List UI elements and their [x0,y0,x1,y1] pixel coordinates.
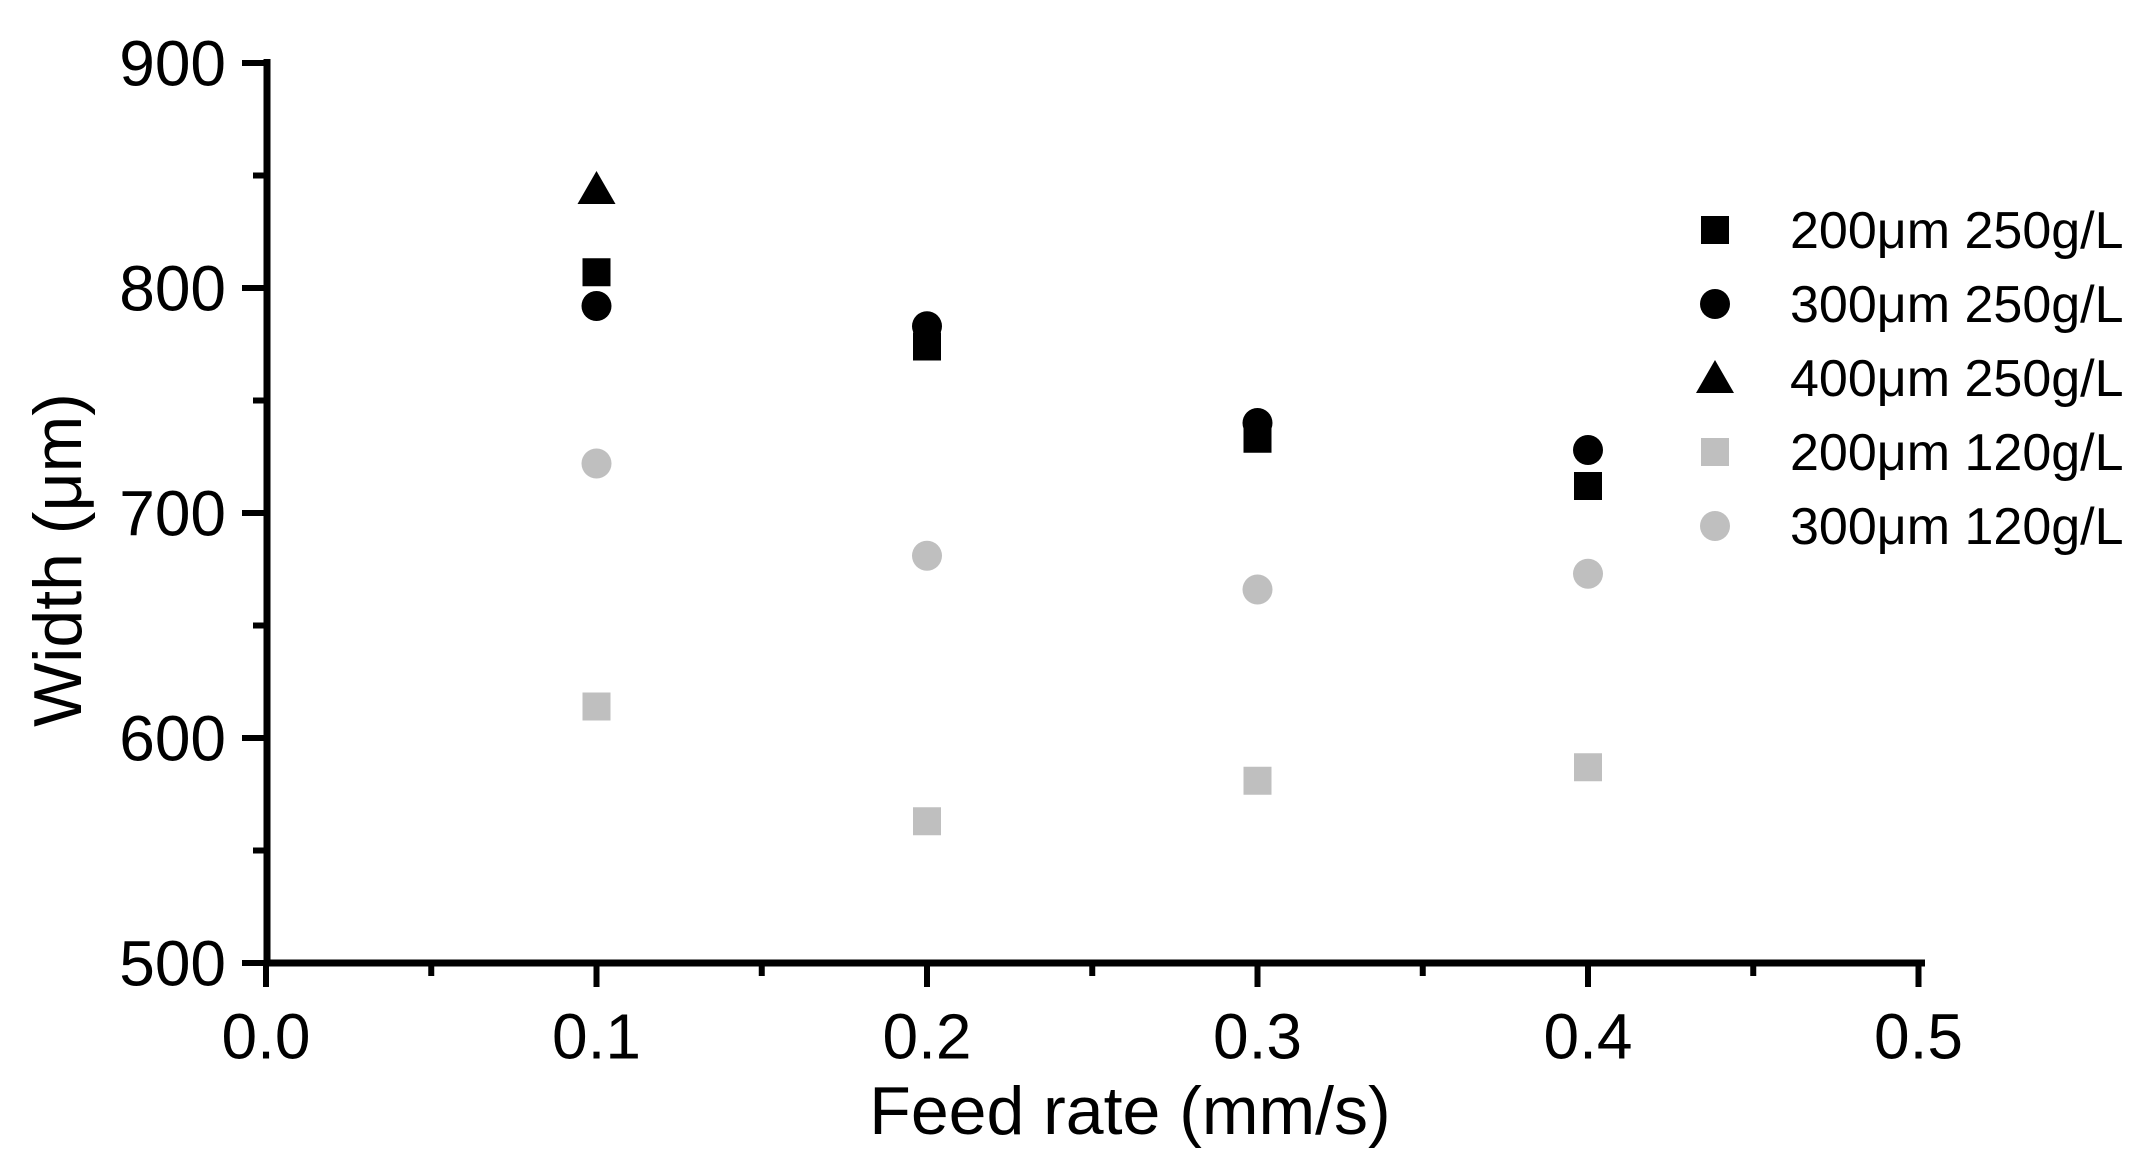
y-axis-tick-label: 700 [119,477,226,549]
data-point-marker [912,540,942,571]
x-axis-tick-label: 0.1 [552,1000,641,1072]
data-point-marker [582,692,611,721]
data-point-marker [581,291,612,321]
legend: 200μm 250g/L 300μm 250g/L 400μm 250g/L 200μ… [1696,202,2124,556]
data-point-marker [913,807,941,836]
legend-entry-label: 300μm 250g/L [1790,276,2124,334]
data-point-marker [1573,558,1603,589]
data-point-marker [1242,574,1273,605]
legend-entry: 400μm 250g/L [1696,350,2124,408]
legend-circle-marker-icon [1700,511,1730,541]
legend-circle-marker-icon [1700,289,1730,319]
series-triangle-black [577,171,616,204]
axis-ticks [242,60,1922,987]
data-point-marker [581,448,612,479]
x-axis-tick-label: 0.4 [1544,1000,1633,1072]
y-axis-tick-label: 800 [119,252,226,324]
series-circle-gray [581,448,1603,605]
y-axis-tick-label: 600 [119,702,226,774]
legend-entry-label: 400μm 250g/L [1790,350,2124,408]
legend-entry: 200μm 250g/L [1701,202,2124,260]
legend-entry-label: 300μm 120g/L [1790,498,2124,556]
x-axis-title: Feed rate (mm/s) [869,1073,1390,1149]
data-point-marker [1243,766,1272,795]
y-axis-tick-label: 900 [119,27,226,99]
legend-entry: 300μm 120g/L [1700,498,2124,556]
data-points [577,171,1603,836]
data-point-marker [1242,408,1273,438]
series-square-black [582,258,1602,500]
data-point-marker [582,258,611,287]
x-axis-tick-label: 0.0 [222,1000,311,1072]
series-square-gray [582,692,1602,836]
x-axis-tick-label: 0.3 [1213,1000,1302,1072]
series-circle-black [581,291,1603,465]
axis-tick-labels: 0.0 0.1 0.2 0.3 0.4 0.5 500 600 700 800 900 [119,27,1963,1072]
legend-square-marker-icon [1701,438,1729,466]
data-point-marker [1573,435,1603,465]
data-point-marker [1574,472,1602,500]
data-point-marker [577,171,616,204]
legend-square-marker-icon [1701,216,1729,244]
legend-entry: 300μm 250g/L [1700,276,2124,334]
x-axis-tick-label: 0.2 [883,1000,972,1072]
legend-entry-label: 200μm 120g/L [1790,424,2124,482]
y-axis-tick-label: 500 [119,927,226,999]
legend-entry: 200μm 120g/L [1701,424,2124,482]
legend-entry-label: 200μm 250g/L [1790,202,2124,260]
axes: 0.0 0.1 0.2 0.3 0.4 0.5 500 600 700 800 900 [119,27,1963,1072]
y-axis-title: Width (μm) [20,393,96,727]
legend-triangle-marker-icon [1696,360,1734,393]
data-point-marker [1574,753,1602,782]
x-axis-tick-label: 0.5 [1874,1000,1963,1072]
data-point-marker [912,311,942,342]
